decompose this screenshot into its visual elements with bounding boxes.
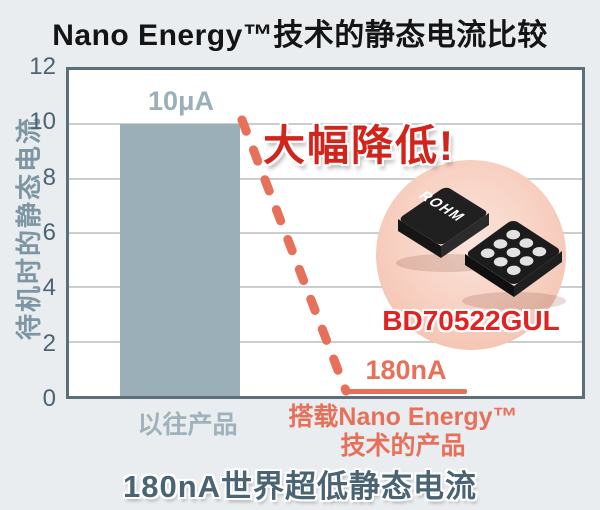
y-axis-ticks: 0 2 4 6 8 10 12	[0, 54, 60, 412]
y-tick-label: 8	[42, 163, 56, 191]
y-tick-label: 10	[29, 108, 56, 136]
y-tick-label: 2	[42, 329, 56, 357]
y-tick-label: 6	[42, 219, 56, 246]
bar-value-label: 10μA	[147, 86, 215, 116]
x-label-conventional: 以往产品	[137, 411, 238, 439]
y-tick-label: 0	[42, 385, 56, 412]
x-label-nano-line2: 技术的产品	[340, 432, 466, 460]
x-label-nano-energy: 搭载Nano Energy™ 技术的产品	[283, 403, 523, 461]
y-tick-label: 4	[42, 274, 56, 302]
bar-conventional	[120, 124, 240, 396]
bar-nano-energy	[343, 389, 467, 394]
y-tick-label: 12	[29, 53, 56, 80]
footer-banner: 180nA世界超低静态电流	[122, 469, 478, 504]
x-label-nano-line1: 搭载Nano Energy™	[288, 403, 518, 431]
product-name-label: BD70522GUL	[382, 305, 560, 336]
reduction-callout: 大幅降低!	[263, 122, 455, 169]
nano-value-label: 180nA	[365, 355, 447, 385]
chart-title: Nano Energy™技术的静态电流比较	[52, 19, 548, 52]
